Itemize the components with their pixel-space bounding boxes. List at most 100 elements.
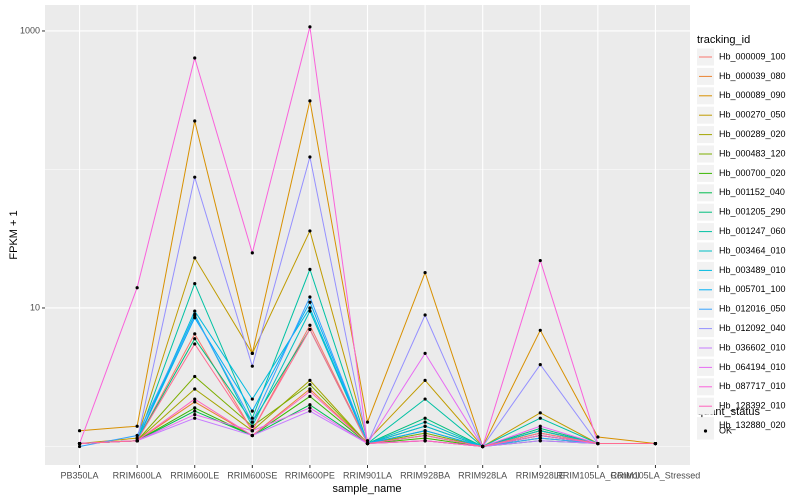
x-tick-label: RRIM928LA (458, 470, 507, 480)
data-point (135, 439, 139, 443)
data-point (193, 281, 197, 286)
data-point (77, 444, 82, 449)
data-point (308, 309, 312, 313)
data-point (538, 363, 542, 367)
data-point (423, 433, 427, 438)
legend-label: Hb_132880_020 (719, 420, 786, 430)
data-point (193, 400, 197, 404)
data-point (308, 99, 312, 103)
x-tick-label: RRIM600LA (113, 470, 162, 480)
data-point (308, 378, 312, 382)
data-point (308, 409, 312, 413)
data-point (423, 397, 427, 401)
data-point (538, 436, 542, 440)
data-point (250, 251, 254, 255)
data-point (193, 409, 197, 413)
data-point (193, 342, 197, 346)
data-point (423, 313, 427, 317)
data-point (193, 337, 197, 341)
data-point (250, 433, 254, 438)
legend-label: Hb_000009_100 (719, 51, 786, 61)
x-tick-label: RRIM105LA_Stressed (611, 470, 701, 480)
data-point (538, 416, 542, 420)
legend-label: Hb_003489_010 (719, 265, 786, 275)
legend-label: Hb_000289_020 (719, 129, 786, 139)
x-tick-label: RRIM600LE (170, 470, 219, 480)
data-point (538, 328, 542, 332)
x-tick-label: RRIM928BA (400, 470, 450, 480)
data-point (193, 397, 197, 401)
data-point (596, 441, 600, 446)
data-point (308, 406, 312, 410)
y-tick-label: 1000 (20, 25, 40, 35)
data-point (365, 439, 370, 443)
data-point (308, 389, 312, 393)
y-tick-label: 10 (30, 302, 40, 312)
data-point (250, 351, 254, 355)
data-point (250, 397, 254, 401)
legend-label: Hb_001205_290 (719, 207, 786, 217)
data-point (423, 351, 427, 355)
legend-point (703, 429, 708, 433)
data-point (308, 394, 312, 398)
x-tick-label: PB350LA (61, 470, 99, 480)
data-point (538, 426, 542, 431)
data-point (193, 406, 197, 410)
data-point (308, 382, 312, 387)
legend-label: Hb_000089_090 (719, 90, 786, 100)
legend-label: Hb_012092_040 (719, 323, 786, 333)
legend-label: Hb_128392_010 (719, 401, 786, 411)
legend-label: Hb_003464_010 (719, 245, 786, 255)
data-point (423, 378, 427, 382)
data-point (250, 420, 254, 424)
data-point (250, 424, 254, 428)
data-point (308, 25, 312, 29)
data-point (538, 411, 542, 415)
data-point (538, 439, 542, 443)
data-point (308, 155, 312, 159)
data-point (653, 441, 658, 446)
data-point (77, 441, 82, 446)
data-point (193, 56, 197, 60)
legend-label: Hb_000039_080 (719, 71, 786, 81)
x-tick-label: RRIM901LA (343, 470, 392, 480)
data-point (423, 439, 427, 443)
data-point (193, 416, 197, 420)
data-point (193, 387, 197, 391)
legend-label: Hb_087717_010 (719, 381, 786, 391)
y-axis-title: FPKM + 1 (8, 210, 20, 259)
x-tick-label: RRIM105LA_Control (556, 470, 639, 480)
x-axis-title: sample_name (332, 483, 401, 495)
legend-label: Hb_012016_050 (719, 304, 786, 314)
data-point (193, 175, 197, 179)
legend-label: Hb_000270_050 (719, 110, 786, 120)
data-point (308, 300, 312, 304)
data-point (250, 416, 254, 420)
data-point (308, 306, 312, 310)
data-point (308, 295, 312, 299)
data-point (538, 424, 542, 428)
data-point (423, 429, 427, 433)
data-point (423, 271, 427, 275)
data-point (250, 364, 254, 368)
data-point (77, 429, 82, 433)
data-point (308, 323, 312, 327)
data-point (365, 441, 370, 446)
legend-label: Hb_001152_040 (719, 187, 785, 197)
data-point (250, 429, 254, 433)
legend-label: Hb_000700_020 (719, 168, 786, 178)
x-tick-label: RRIM600SE (227, 470, 277, 480)
legend-label: Hb_064194_010 (719, 362, 786, 372)
data-point (423, 416, 427, 420)
data-point (308, 403, 312, 407)
data-point (308, 327, 312, 332)
data-point (538, 258, 542, 263)
data-point (135, 424, 139, 428)
data-point (538, 429, 542, 433)
data-point (193, 374, 197, 379)
data-point (308, 229, 312, 233)
data-point (538, 433, 542, 438)
data-point (423, 424, 427, 428)
data-point (423, 431, 427, 435)
data-point (423, 436, 427, 440)
